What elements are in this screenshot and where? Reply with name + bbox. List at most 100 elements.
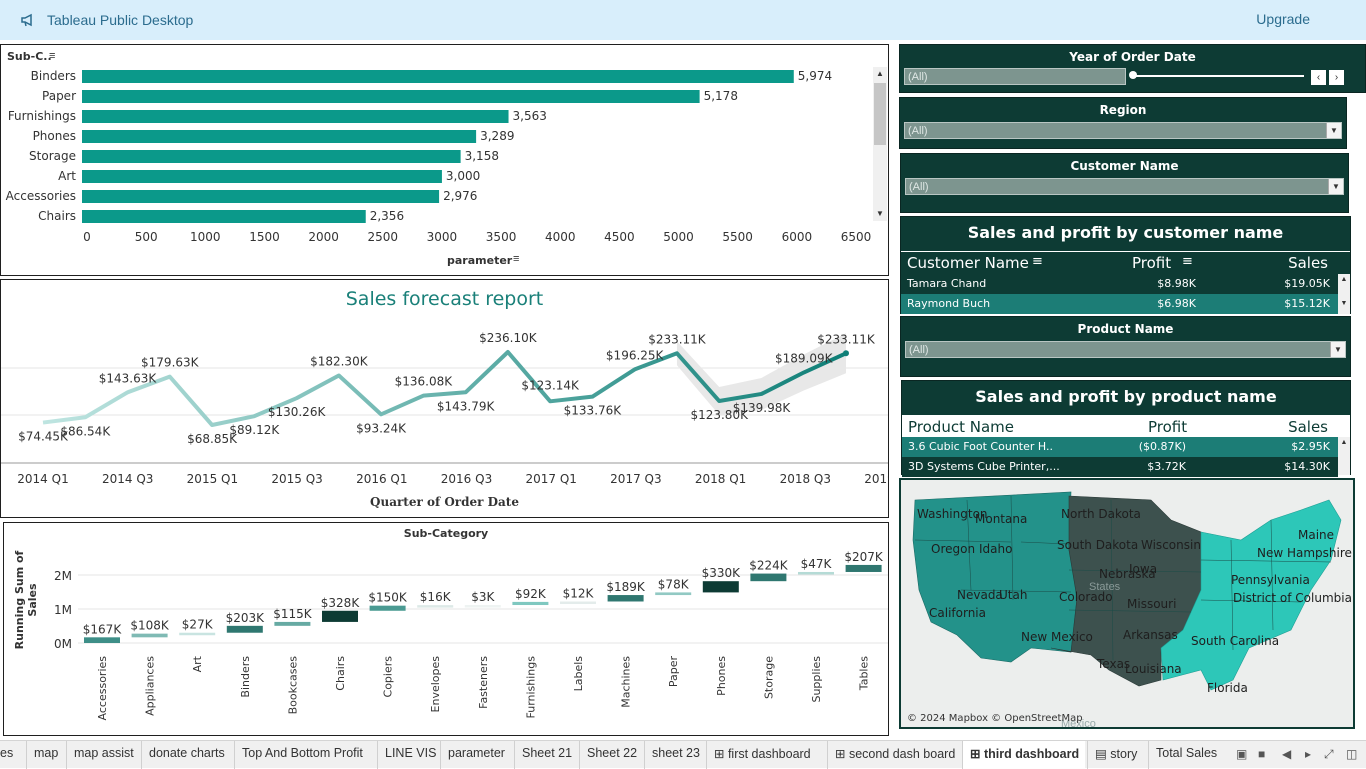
central-region[interactable]	[1050, 495, 1202, 687]
scroll-thumb[interactable]	[874, 83, 886, 145]
map-state-label: Iowa	[1129, 562, 1158, 576]
chevron-down-icon[interactable]: ▼	[1330, 342, 1345, 357]
line-x-tick: 2016 Q1	[356, 472, 407, 486]
tab-total-sales[interactable]: Total Sales	[1148, 741, 1218, 769]
col-customer-name[interactable]: Customer Name	[907, 254, 1029, 272]
year-slider[interactable]	[1132, 75, 1304, 77]
running-value-label: $150K	[368, 591, 408, 605]
bar-axis-tick: 6000	[782, 230, 813, 244]
line-x-tick: 2017 Q1	[525, 472, 576, 486]
line-value-label: $236.10K	[479, 331, 538, 345]
table-row[interactable]: Raymond Buch $6.98K $15.12K	[901, 294, 1338, 314]
upgrade-link[interactable]: Upgrade	[1256, 11, 1310, 27]
line-value-label: $93.24K	[356, 421, 407, 435]
scroll-up-icon[interactable]: ▲	[876, 69, 884, 78]
presentation-icon[interactable]: ◫	[1346, 747, 1358, 761]
sort-icon[interactable]: ≡	[1032, 254, 1043, 269]
tab-label: parameter	[448, 746, 505, 760]
table-row[interactable]: 3D Systems Cube Printer,... $3.72K $14.3…	[902, 457, 1338, 477]
tab-donate-charts[interactable]: donate charts	[141, 741, 232, 769]
running-category-label: Phones	[715, 656, 728, 696]
bar-scrollbar[interactable]: ▲ ▼	[873, 67, 887, 221]
table-row[interactable]: 3.6 Cubic Foot Counter H.. ($0.87K) $2.9…	[902, 437, 1338, 457]
tab-label: Sheet 22	[587, 746, 638, 760]
running-value-label: $108K	[130, 619, 170, 633]
east-region[interactable]	[1160, 499, 1342, 691]
sort-icon[interactable]: ≡	[1182, 254, 1193, 269]
scroll-down-icon[interactable]: ▼	[876, 209, 884, 218]
bar-category-label: Chairs	[38, 209, 76, 223]
year-slider-handle[interactable]	[1129, 71, 1137, 79]
tab-label: Total Sales	[1156, 746, 1218, 760]
line-x-tick: 2018 Q3	[780, 472, 831, 486]
map-state-label: District of Columbia	[1233, 591, 1352, 605]
running-value-label: $92K	[515, 587, 547, 601]
bar-value-label: 5,178	[704, 89, 738, 103]
col-profit[interactable]: Profit	[1132, 254, 1172, 272]
tab-second-dash-board[interactable]: ⊞ second dash board	[827, 741, 959, 769]
bar-axis-tick: 5000	[663, 230, 694, 244]
customer-name-cell: Tamara Chand	[907, 277, 987, 290]
running-category-label: Fasteners	[477, 656, 490, 709]
year-filter-value[interactable]: (All)	[904, 68, 1126, 85]
tab-top-and-bottom-profit[interactable]: Top And Bottom Profit	[234, 741, 375, 769]
product-table: Sales and profit by product name Product…	[901, 380, 1351, 477]
grid-view-icon[interactable]: ■	[1258, 747, 1266, 761]
tab-story[interactable]: ▤ story	[1087, 741, 1146, 769]
customer-table-scrollbar[interactable]: ▲ ▼	[1338, 274, 1350, 314]
tab-map-assist[interactable]: map assist	[66, 741, 139, 769]
fullscreen-icon[interactable]: ⤢	[1324, 747, 1334, 761]
col-sales[interactable]: Sales	[1288, 418, 1328, 436]
tab-third-dashboard[interactable]: ⊞ third dashboard	[962, 741, 1085, 769]
col-profit[interactable]: Profit	[1148, 418, 1188, 436]
region-dropdown[interactable]: (All) ▼	[904, 122, 1342, 139]
sort-icon[interactable]: ≡	[49, 50, 56, 62]
running-category-label: Binders	[239, 656, 252, 698]
line-value-label: $123.80K	[690, 408, 749, 422]
tab-first-dashboard[interactable]: ⊞ first dashboard	[706, 741, 824, 769]
col-product-name[interactable]: Product Name	[908, 418, 1014, 436]
line-value-label: $179.63K	[141, 356, 200, 370]
running-value-label: $207K	[844, 550, 884, 564]
col-sales[interactable]: Sales	[1288, 254, 1328, 272]
tab-sheet-22[interactable]: Sheet 22	[579, 741, 642, 769]
running-value-label: $16K	[420, 590, 452, 604]
next-year-button[interactable]: ›	[1329, 70, 1344, 85]
sort-icon-parameter[interactable]: ≡	[513, 253, 520, 265]
running-bar	[322, 610, 358, 622]
running-category-label: Chairs	[334, 656, 347, 691]
map-state-label: Nevada	[957, 588, 1003, 602]
running-category-label: Furnishings	[524, 656, 537, 719]
tab-sheet-23[interactable]: sheet 23	[644, 741, 704, 769]
customer-dropdown[interactable]: (All) ▼	[905, 178, 1344, 195]
chevron-down-icon[interactable]: ▼	[1326, 123, 1341, 138]
next-tab-icon[interactable]: ▸	[1305, 747, 1312, 761]
prev-year-button[interactable]: ‹	[1311, 70, 1326, 85]
map-state-label: Florida	[1207, 681, 1248, 695]
running-category-label: Labels	[572, 656, 585, 692]
tab-label: map assist	[74, 746, 134, 760]
line-value-label: $139.98K	[733, 401, 792, 415]
bar	[82, 90, 700, 103]
product-table-title: Sales and profit by product name	[902, 381, 1350, 415]
running-value-label: $78K	[658, 577, 690, 591]
tab-map[interactable]: map	[26, 741, 64, 769]
map-state-label: Wisconsin	[1141, 538, 1201, 552]
tab-line-vis[interactable]: LINE VIS	[377, 741, 438, 769]
tab-parameter[interactable]: parameter	[440, 741, 512, 769]
first-tab-icon[interactable]: ◀	[1282, 747, 1292, 761]
us-sales-map[interactable]: Washington Montana North Dakota Oregon Idaho…	[899, 478, 1355, 729]
subcategory-header[interactable]: Sub-C..	[7, 50, 52, 63]
bar-axis-tick: 4500	[604, 230, 635, 244]
bar-axis-tick: 4000	[545, 230, 576, 244]
profit-cell: $8.98K	[1157, 277, 1196, 290]
tab-es[interactable]: es	[0, 741, 24, 769]
table-row[interactable]: Tamara Chand $8.98K $19.05K	[901, 274, 1338, 294]
tab-sheet-21[interactable]: Sheet 21	[514, 741, 577, 769]
film-strip-icon[interactable]: ▣	[1236, 747, 1248, 761]
product-dropdown[interactable]: (All) ▼	[905, 341, 1346, 358]
chevron-down-icon[interactable]: ▼	[1328, 179, 1343, 194]
running-value-label: $47K	[801, 557, 833, 571]
product-table-scrollbar[interactable]: ▲	[1338, 437, 1350, 475]
line-value-label: $86.54K	[60, 424, 111, 438]
